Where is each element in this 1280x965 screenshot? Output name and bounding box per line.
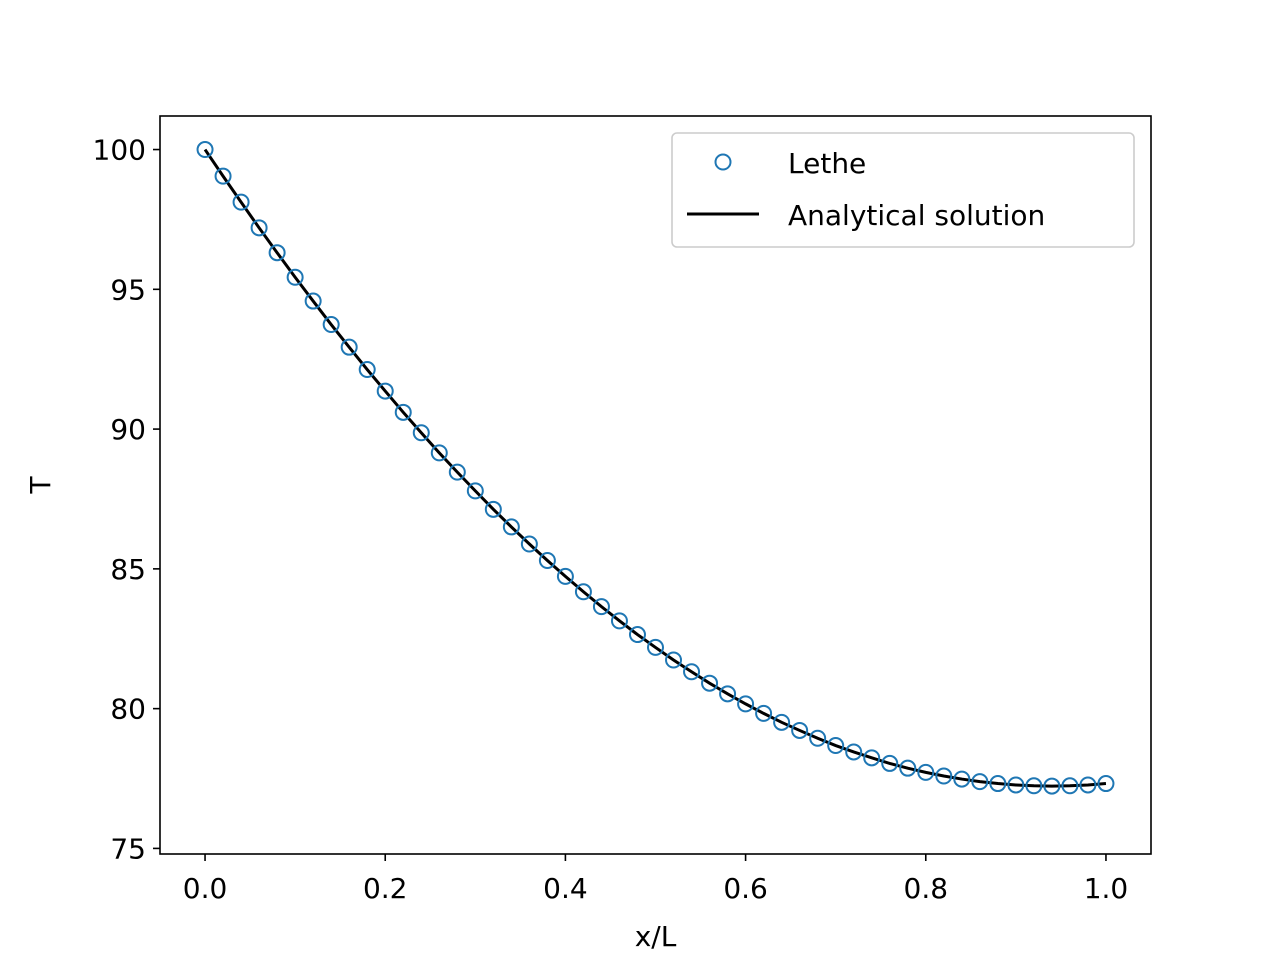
lethe-data-point	[827, 737, 845, 755]
lethe-data-point	[863, 749, 881, 767]
y-tick-label: 95	[110, 273, 146, 306]
lethe-data-point	[250, 219, 268, 237]
lethe-data-point	[376, 382, 394, 400]
lethe-data-point	[484, 500, 502, 518]
lethe-data-point	[773, 713, 791, 731]
x-tick-label: 0.6	[723, 872, 768, 905]
lethe-markers-layer	[196, 141, 1115, 795]
y-axis-ticks: 75 80 85 90 95 100	[93, 134, 160, 865]
lethe-data-point	[610, 612, 628, 630]
lethe-data-point	[989, 775, 1007, 793]
lethe-data-point	[971, 773, 989, 791]
lethe-data-point	[1007, 776, 1025, 794]
lethe-data-point	[683, 663, 701, 681]
lethe-data-point	[791, 721, 809, 739]
x-tick-label: 1.0	[1084, 872, 1129, 905]
y-tick-label: 90	[110, 413, 146, 446]
lethe-data-point	[502, 518, 520, 536]
analytical-layer	[203, 148, 1107, 788]
lethe-data-point	[719, 685, 737, 703]
x-tick-label: 0.2	[363, 872, 408, 905]
lethe-data-point	[214, 167, 232, 185]
lethe-data-point	[592, 598, 610, 616]
y-tick-label: 85	[110, 553, 146, 586]
x-tick-label: 0.0	[183, 872, 228, 905]
x-tick-label: 0.4	[543, 872, 588, 905]
lethe-data-point	[755, 704, 773, 722]
lethe-data-point	[701, 674, 719, 692]
x-tick-label: 0.8	[904, 872, 949, 905]
lethe-data-point	[574, 583, 592, 601]
lethe-data-point	[1025, 777, 1043, 795]
lethe-data-point	[268, 244, 286, 262]
lethe-data-point	[196, 141, 214, 159]
lethe-data-point	[304, 292, 322, 310]
lethe-data-point	[737, 695, 755, 713]
x-axis-label: x/L	[635, 920, 677, 953]
lethe-data-point	[520, 535, 538, 553]
lethe-data-point	[358, 361, 376, 379]
lethe-data-point	[466, 482, 484, 500]
lethe-data-point	[286, 268, 304, 286]
lethe-data-point	[953, 770, 971, 788]
lethe-data-point	[647, 638, 664, 656]
lethe-data-point	[430, 444, 448, 462]
lethe-data-point	[845, 743, 863, 761]
lethe-data-point	[448, 463, 466, 481]
legend-analytical-label: Analytical solution	[788, 199, 1045, 232]
lethe-data-point	[1061, 777, 1079, 795]
lethe-data-point	[394, 403, 412, 421]
legend-lethe-marker	[714, 153, 732, 171]
lethe-data-point	[809, 729, 827, 747]
lethe-data-point	[412, 424, 430, 442]
lethe-data-point	[665, 651, 683, 669]
lethe-data-point	[628, 626, 646, 644]
y-tick-label: 100	[93, 134, 146, 167]
lethe-data-point	[538, 551, 556, 569]
lethe-data-point	[1043, 777, 1061, 795]
y-axis-label: T	[24, 476, 57, 495]
lethe-data-point	[232, 193, 250, 211]
lethe-data-point	[881, 754, 899, 772]
lethe-data-point	[935, 767, 953, 785]
lethe-data-point	[1079, 776, 1097, 794]
lethe-data-point	[917, 763, 935, 781]
lethe-data-point	[1097, 775, 1115, 793]
lethe-data-point	[556, 567, 574, 585]
y-tick-label: 80	[110, 693, 146, 726]
lethe-data-point	[322, 316, 340, 334]
plot-area-frame	[159, 115, 1152, 855]
lethe-data-point	[899, 759, 917, 777]
analytical-solution-line	[203, 148, 1107, 788]
y-tick-label: 75	[110, 832, 146, 865]
legend-lethe-label: Lethe	[788, 147, 866, 180]
legend-box	[671, 132, 1135, 248]
legend: Lethe Analytical solution	[671, 132, 1135, 248]
lethe-data-point	[340, 338, 358, 356]
x-axis-ticks: 0.0 0.2 0.4 0.6 0.8 1.0	[183, 854, 1128, 905]
